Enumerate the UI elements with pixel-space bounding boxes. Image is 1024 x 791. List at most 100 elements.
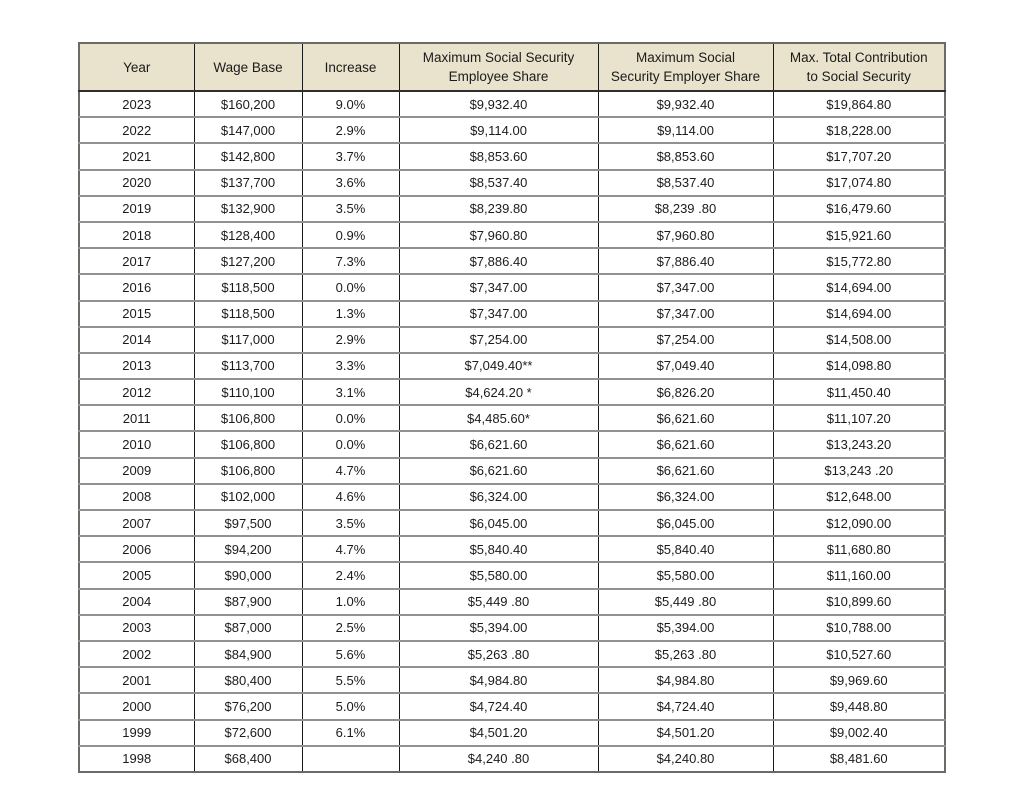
table-cell: 5.6%: [301, 639, 400, 669]
table-cell: $11,107.20: [772, 404, 946, 433]
table-cell: $5,394.00: [398, 613, 599, 642]
table-cell: 2013: [78, 351, 195, 381]
table-cell: 4.6%: [301, 482, 400, 512]
table-row: 2003 $87,000 2.5% $5,394.00 $5,394.00 $10,788…: [78, 613, 946, 642]
table-cell: $8,537.40: [398, 168, 599, 197]
table-cell: $9,932.40: [597, 89, 774, 119]
table-cell: $147,000: [193, 116, 303, 145]
table-cell: 2016: [78, 273, 195, 302]
table-cell: $127,200: [193, 247, 303, 276]
table-header: Year Wage Base Increase Maximum Social S…: [78, 42, 946, 92]
table-cell: 2010: [78, 430, 195, 459]
table-cell: $6,621.60: [597, 430, 774, 459]
table-cell: $4,984.80: [398, 666, 599, 695]
table-cell: $117,000: [193, 325, 303, 354]
table-cell: $72,600: [193, 718, 303, 747]
column-header-year: Year: [78, 42, 195, 92]
table-cell: $8,853.60: [597, 142, 774, 171]
table-cell: $128,400: [193, 220, 303, 250]
table-cell: $97,500: [193, 508, 303, 538]
table-cell: $16,479.60: [772, 194, 946, 223]
table-cell: $4,501.20: [398, 718, 599, 747]
table-cell: 2022: [78, 116, 195, 145]
table-cell: $8,537.40: [597, 168, 774, 197]
table-cell: $132,900: [193, 194, 303, 223]
table-row: 2005 $90,000 2.4% $5,580.00 $5,580.00 $11,160…: [78, 561, 946, 590]
table-row: 2022 $147,000 2.9% $9,114.00 $9,114.00 $18,22…: [78, 116, 946, 145]
table-row: 2019 $132,900 3.5% $8,239.80 $8,239 .80 $16,4…: [78, 194, 946, 223]
table-cell: $6,324.00: [597, 482, 774, 512]
table-cell: $7,960.80: [597, 220, 774, 250]
table-row: 2018 $128,400 0.9% $7,960.80 $7,960.80 $15,92…: [78, 220, 946, 250]
table-cell: $10,899.60: [772, 587, 946, 616]
table-cell: $6,045.00: [597, 508, 774, 538]
table-cell: $9,114.00: [398, 116, 599, 145]
table-cell: $7,254.00: [398, 325, 599, 354]
table-cell: 2020: [78, 168, 195, 197]
table-row: 2010 $106,800 0.0% $6,621.60 $6,621.60 $13,24…: [78, 430, 946, 459]
table-cell: $118,500: [193, 299, 303, 328]
table-cell: $87,000: [193, 613, 303, 642]
table-row: 2008 $102,000 4.6% $6,324.00 $6,324.00 $12,64…: [78, 482, 946, 512]
table-cell: $160,200: [193, 89, 303, 119]
table-cell: $13,243.20: [772, 430, 946, 459]
table-cell: $15,921.60: [772, 220, 946, 250]
table-cell: $8,239 .80: [597, 194, 774, 223]
table-cell: 2.9%: [301, 116, 400, 145]
table-cell: 7.3%: [301, 247, 400, 276]
table-cell: 3.3%: [301, 351, 400, 381]
table-cell: 2019: [78, 194, 195, 223]
table-cell: 2.5%: [301, 613, 400, 642]
social-security-wage-base-table: Year Wage Base Increase Maximum Social S…: [78, 42, 946, 773]
table-row: 2016 $118,500 0.0% $7,347.00 $7,347.00 $14,69…: [78, 273, 946, 302]
table-cell: 3.7%: [301, 142, 400, 171]
column-header-max-employee-share: Maximum Social Security Employee Share: [398, 42, 599, 92]
table-cell: $14,098.80: [772, 351, 946, 381]
table-header-row: Year Wage Base Increase Maximum Social S…: [78, 42, 946, 92]
table-row: 2015 $118,500 1.3% $7,347.00 $7,347.00 $14,69…: [78, 299, 946, 328]
table-cell: $5,263 .80: [597, 639, 774, 669]
column-header-max-employer-share: Maximum Social Security Employer Share: [597, 42, 774, 92]
table-row: 2023 $160,200 9.0% $9,932.40 $9,932.40 $19,86…: [78, 89, 946, 119]
table-body: 2023 $160,200 9.0% $9,932.40 $9,932.40 $19,86…: [78, 89, 946, 773]
table-cell: 3.5%: [301, 194, 400, 223]
table-cell: 2015: [78, 299, 195, 328]
table-cell: $5,449 .80: [398, 587, 599, 616]
table-row: 1999 $72,600 6.1% $4,501.20 $4,501.20 $9,002.…: [78, 718, 946, 747]
table-cell: $6,045.00: [398, 508, 599, 538]
table-row: 2007 $97,500 3.5% $6,045.00 $6,045.00 $12,090…: [78, 508, 946, 538]
table-cell: 2005: [78, 561, 195, 590]
table-cell: $4,240.80: [597, 744, 774, 773]
table-cell: $5,840.40: [398, 535, 599, 564]
table-cell: $10,788.00: [772, 613, 946, 642]
table-row: 2001 $80,400 5.5% $4,984.80 $4,984.80 $9,969.…: [78, 666, 946, 695]
table-cell: $5,263 .80: [398, 639, 599, 669]
table-cell: $68,400: [193, 744, 303, 773]
table-cell: $7,254.00: [597, 325, 774, 354]
table-cell: $9,448.80: [772, 692, 946, 721]
table-cell: 2003: [78, 613, 195, 642]
table-cell: 1998: [78, 744, 195, 773]
table-cell: 5.5%: [301, 666, 400, 695]
table-cell: $11,160.00: [772, 561, 946, 590]
table-row: 2013 $113,700 3.3% $7,049.40** $7,049.40 $14,…: [78, 351, 946, 381]
table-cell: $7,886.40: [597, 247, 774, 276]
table-cell: 2021: [78, 142, 195, 171]
table-cell: 6.1%: [301, 718, 400, 747]
table-cell: 0.0%: [301, 430, 400, 459]
table-cell: $7,049.40: [597, 351, 774, 381]
table-row: 2000 $76,200 5.0% $4,724.40 $4,724.40 $9,448.…: [78, 692, 946, 721]
table-cell: $5,394.00: [597, 613, 774, 642]
table-cell: $4,724.40: [597, 692, 774, 721]
table-cell: $9,932.40: [398, 89, 599, 119]
table-cell: $8,239.80: [398, 194, 599, 223]
column-header-increase: Increase: [301, 42, 400, 92]
table-row: 1998 $68,400 $4,240 .80 $4,240.80 $8,481.60: [78, 744, 946, 773]
table-cell: 0.0%: [301, 404, 400, 433]
table-cell: $6,621.60: [398, 456, 599, 485]
table-cell: 2011: [78, 404, 195, 433]
table-cell: $15,772.80: [772, 247, 946, 276]
table-cell: $4,724.40: [398, 692, 599, 721]
table-cell: 1.0%: [301, 587, 400, 616]
table-row: 2009 $106,800 4.7% $6,621.60 $6,621.60 $13,24…: [78, 456, 946, 485]
